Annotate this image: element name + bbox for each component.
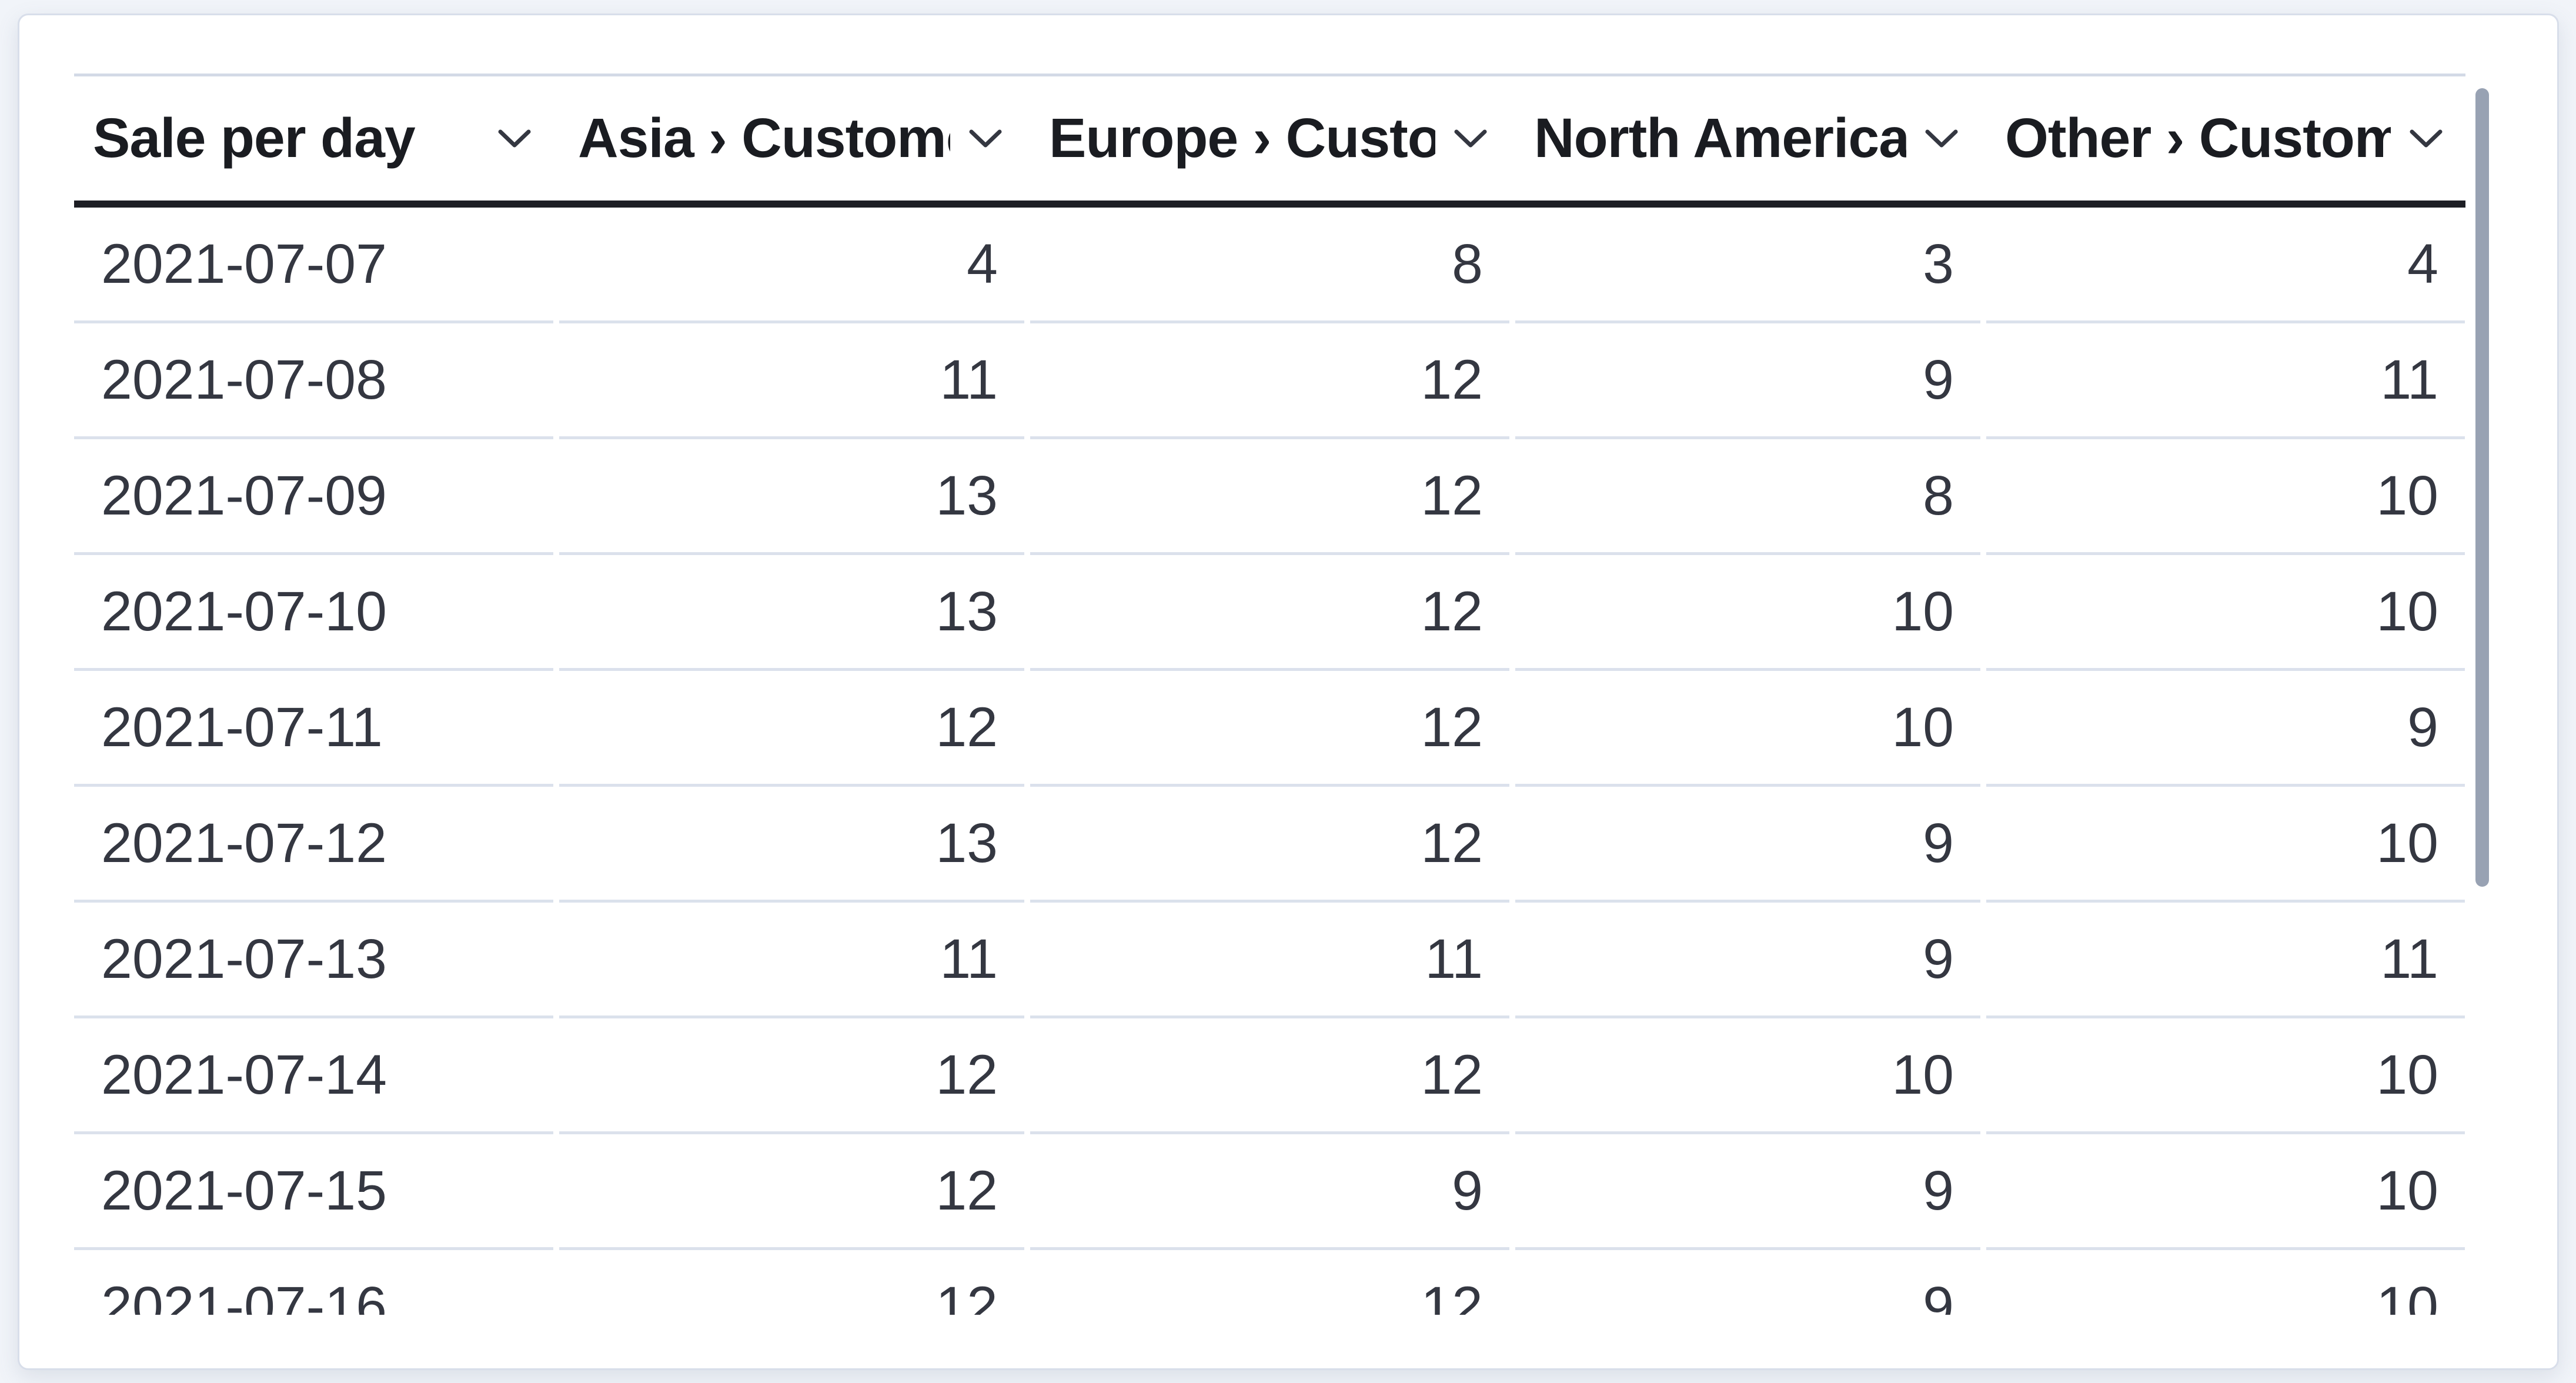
value-cell: 10 bbox=[1515, 1018, 1980, 1134]
column-header-metric-3[interactable]: North America › Customers bbox=[1515, 76, 1980, 201]
value-cell: 12 bbox=[1030, 439, 1509, 555]
value-cell: 4 bbox=[559, 208, 1024, 323]
value-cell: 12 bbox=[559, 1134, 1024, 1250]
value-cell: 9 bbox=[1515, 787, 1980, 903]
table-row: 2021-07-08 11 12 9 11 bbox=[74, 323, 2465, 439]
column-header-label: Europe › Customers bbox=[1049, 107, 1435, 169]
table-row: 2021-07-14 12 12 10 10 bbox=[74, 1018, 2465, 1134]
vertical-scrollbar-thumb[interactable] bbox=[2475, 88, 2489, 887]
value-cell: 11 bbox=[1986, 323, 2465, 439]
date-cell: 2021-07-14 bbox=[74, 1018, 553, 1134]
value-cell: 10 bbox=[1515, 671, 1980, 787]
value-cell: 9 bbox=[1515, 903, 1980, 1018]
chevron-down-icon[interactable] bbox=[1452, 127, 1489, 151]
date-cell: 2021-07-07 bbox=[74, 208, 553, 323]
table-row: 2021-07-11 12 12 10 9 bbox=[74, 671, 2465, 787]
value-cell: 10 bbox=[1986, 1018, 2465, 1134]
value-cell: 11 bbox=[1986, 903, 2465, 1018]
table-viewport: Sale per day Asia › Customers Europe › Cus… bbox=[74, 74, 2465, 1315]
column-header-metric-1[interactable]: Asia › Customers bbox=[559, 76, 1024, 201]
date-cell: 2021-07-09 bbox=[74, 439, 553, 555]
value-cell: 12 bbox=[1030, 323, 1509, 439]
value-cell: 10 bbox=[1986, 439, 2465, 555]
value-cell: 9 bbox=[1515, 1134, 1980, 1250]
value-cell: 10 bbox=[1515, 555, 1980, 671]
value-cell: 12 bbox=[1030, 787, 1509, 903]
column-header-metric-2[interactable]: Europe › Customers bbox=[1030, 76, 1509, 201]
column-header-label: Asia › Customers bbox=[578, 107, 950, 169]
value-cell: 4 bbox=[1986, 208, 2465, 323]
table-body: 2021-07-07 4 8 3 4 2021-07-08 11 12 9 11 2021-07-0… bbox=[74, 208, 2465, 1315]
value-cell: 9 bbox=[1515, 323, 1980, 439]
value-cell: 13 bbox=[559, 787, 1024, 903]
column-header-label: North America › Customers bbox=[1534, 107, 1906, 169]
table-row: 2021-07-12 13 12 9 10 bbox=[74, 787, 2465, 903]
date-cell: 2021-07-11 bbox=[74, 671, 553, 787]
value-cell: 10 bbox=[1986, 1250, 2465, 1315]
value-cell: 9 bbox=[1030, 1134, 1509, 1250]
datatable-panel: Sale per day Asia › Customers Europe › Cus… bbox=[18, 14, 2559, 1370]
value-cell: 12 bbox=[1030, 555, 1509, 671]
chevron-down-icon[interactable] bbox=[967, 127, 1004, 151]
table-header-row: Sale per day Asia › Customers Europe › Cus… bbox=[74, 74, 2465, 208]
value-cell: 11 bbox=[559, 903, 1024, 1018]
table-row: 2021-07-13 11 11 9 11 bbox=[74, 903, 2465, 1018]
value-cell: 11 bbox=[1030, 903, 1509, 1018]
table-row: 2021-07-09 13 12 8 10 bbox=[74, 439, 2465, 555]
chevron-down-icon[interactable] bbox=[496, 127, 533, 151]
value-cell: 8 bbox=[1515, 439, 1980, 555]
date-cell: 2021-07-12 bbox=[74, 787, 553, 903]
chevron-down-icon[interactable] bbox=[2407, 127, 2445, 151]
column-header-label: Other › Customers bbox=[2005, 107, 2391, 169]
value-cell: 13 bbox=[559, 555, 1024, 671]
table-row: 2021-07-10 13 12 10 10 bbox=[74, 555, 2465, 671]
value-cell: 10 bbox=[1986, 787, 2465, 903]
column-header-sale-per-day[interactable]: Sale per day bbox=[74, 76, 553, 201]
value-cell: 9 bbox=[1986, 671, 2465, 787]
date-cell: 2021-07-16 bbox=[74, 1250, 553, 1315]
value-cell: 12 bbox=[559, 1018, 1024, 1134]
value-cell: 11 bbox=[559, 323, 1024, 439]
table-row: 2021-07-07 4 8 3 4 bbox=[74, 208, 2465, 323]
table-row: 2021-07-16 12 12 9 10 bbox=[74, 1250, 2465, 1315]
column-header-label: Sale per day bbox=[93, 107, 416, 169]
date-cell: 2021-07-15 bbox=[74, 1134, 553, 1250]
value-cell: 3 bbox=[1515, 208, 1980, 323]
date-cell: 2021-07-13 bbox=[74, 903, 553, 1018]
value-cell: 13 bbox=[559, 439, 1024, 555]
table-row: 2021-07-15 12 9 9 10 bbox=[74, 1134, 2465, 1250]
value-cell: 12 bbox=[1030, 1018, 1509, 1134]
column-header-metric-4[interactable]: Other › Customers bbox=[1986, 76, 2465, 201]
date-cell: 2021-07-10 bbox=[74, 555, 553, 671]
value-cell: 12 bbox=[559, 671, 1024, 787]
date-cell: 2021-07-08 bbox=[74, 323, 553, 439]
value-cell: 10 bbox=[1986, 1134, 2465, 1250]
value-cell: 12 bbox=[559, 1250, 1024, 1315]
value-cell: 8 bbox=[1030, 208, 1509, 323]
value-cell: 10 bbox=[1986, 555, 2465, 671]
value-cell: 12 bbox=[1030, 1250, 1509, 1315]
value-cell: 9 bbox=[1515, 1250, 1980, 1315]
chevron-down-icon[interactable] bbox=[1923, 127, 1960, 151]
value-cell: 12 bbox=[1030, 671, 1509, 787]
